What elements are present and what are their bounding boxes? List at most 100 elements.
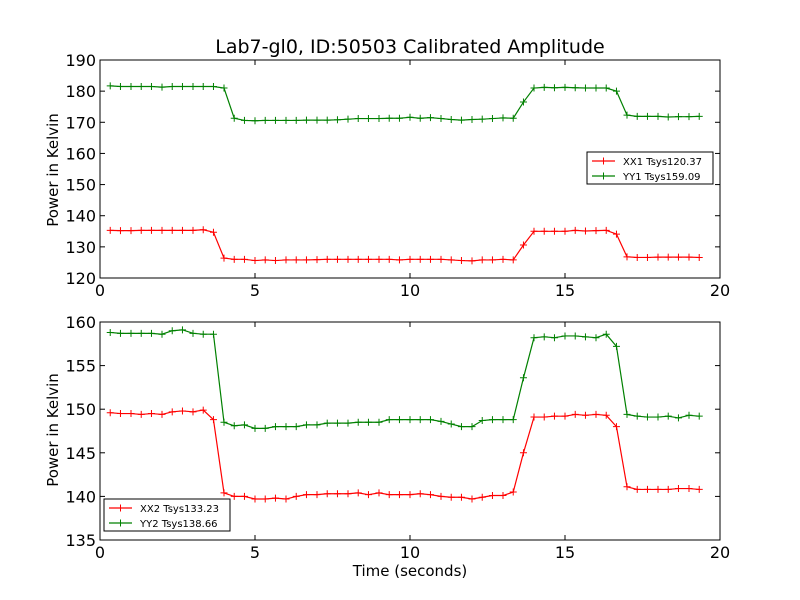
data-point (137, 329, 145, 337)
data-point (282, 423, 290, 431)
data-point (354, 255, 362, 263)
data-point (519, 241, 527, 249)
data-point (375, 489, 383, 497)
data-point (375, 115, 383, 123)
data-point (499, 416, 507, 424)
data-point (116, 227, 124, 235)
data-point (633, 485, 641, 493)
data-point (158, 330, 166, 338)
top-y-axis-label: Power in Kelvin (44, 113, 62, 227)
data-point (271, 116, 279, 124)
data-point (540, 413, 548, 421)
data-point (147, 82, 155, 90)
y-tick-label: 150 (65, 176, 96, 195)
data-point (602, 411, 610, 419)
data-point (643, 413, 651, 421)
data-point (592, 410, 600, 418)
data-point (168, 82, 176, 90)
data-point (364, 418, 372, 426)
x-tick-label: 20 (710, 543, 730, 562)
chart-title: Lab7-gl0, ID:50503 Calibrated Amplitude (215, 36, 604, 58)
data-point (158, 83, 166, 91)
data-point (478, 493, 486, 501)
data-point (695, 485, 703, 493)
data-point (447, 493, 455, 501)
y-tick-label: 150 (65, 400, 96, 419)
data-point (457, 493, 465, 501)
data-point (178, 226, 186, 234)
data-point (550, 227, 558, 235)
data-point (468, 495, 476, 503)
data-point (375, 418, 383, 426)
data-point (137, 226, 145, 234)
data-point (509, 256, 517, 264)
data-point (178, 82, 186, 90)
y-tick-label: 190 (65, 51, 96, 70)
data-point (457, 116, 465, 124)
data-point (220, 489, 228, 497)
data-point (426, 255, 434, 263)
data-point (189, 226, 197, 234)
data-point (664, 253, 672, 261)
data-point (395, 416, 403, 424)
data-point (685, 253, 693, 261)
data-point (685, 485, 693, 493)
data-point (189, 82, 197, 90)
data-point (137, 82, 145, 90)
data-point (106, 328, 114, 336)
data-point (550, 334, 558, 342)
x-tick-label: 5 (250, 543, 260, 562)
data-point (406, 255, 414, 263)
data-point (323, 255, 331, 263)
data-point (437, 255, 445, 263)
data-point (499, 492, 507, 500)
data-point (488, 492, 496, 500)
series-line-1-2 (110, 85, 700, 122)
data-point (137, 410, 145, 418)
data-point (189, 408, 197, 416)
x-tick-label: 0 (95, 281, 105, 300)
x-tick-label: 15 (555, 281, 575, 300)
y-tick-label: 140 (65, 207, 96, 226)
data-point (406, 416, 414, 424)
data-point (468, 115, 476, 123)
data-point (271, 494, 279, 502)
data-point (385, 416, 393, 424)
data-point (313, 491, 321, 499)
data-point (571, 410, 579, 418)
y-tick-label: 140 (65, 487, 96, 506)
data-point (623, 410, 631, 418)
data-point (447, 115, 455, 123)
data-point (209, 228, 217, 236)
data-point (561, 227, 569, 235)
data-point (509, 488, 517, 496)
data-point (509, 416, 517, 424)
data-point (354, 418, 362, 426)
legend: XX2 Tsys133.23 YY2 Tsys138.66 (103, 498, 231, 532)
data-point (602, 84, 610, 92)
data-point (323, 419, 331, 427)
data-point (220, 254, 228, 262)
y-tick-label: 135 (65, 531, 96, 550)
data-point (685, 411, 693, 419)
data-point (540, 227, 548, 235)
data-point (633, 112, 641, 120)
data-point (633, 412, 641, 420)
data-point (478, 115, 486, 123)
legend-marker (600, 172, 607, 180)
data-point (127, 410, 135, 418)
data-point (199, 406, 207, 414)
data-point (581, 411, 589, 419)
data-point (344, 115, 352, 123)
data-point (416, 416, 424, 424)
y-tick-label: 155 (65, 357, 96, 376)
data-point (612, 423, 620, 431)
y-tick-label: 145 (65, 444, 96, 463)
data-point (530, 84, 538, 92)
x-tick-label: 15 (555, 543, 575, 562)
data-point (406, 113, 414, 121)
x-axis-label: Time (seconds) (352, 562, 468, 580)
legend-marker (117, 519, 124, 527)
data-point (654, 253, 662, 261)
data-point (519, 98, 527, 106)
